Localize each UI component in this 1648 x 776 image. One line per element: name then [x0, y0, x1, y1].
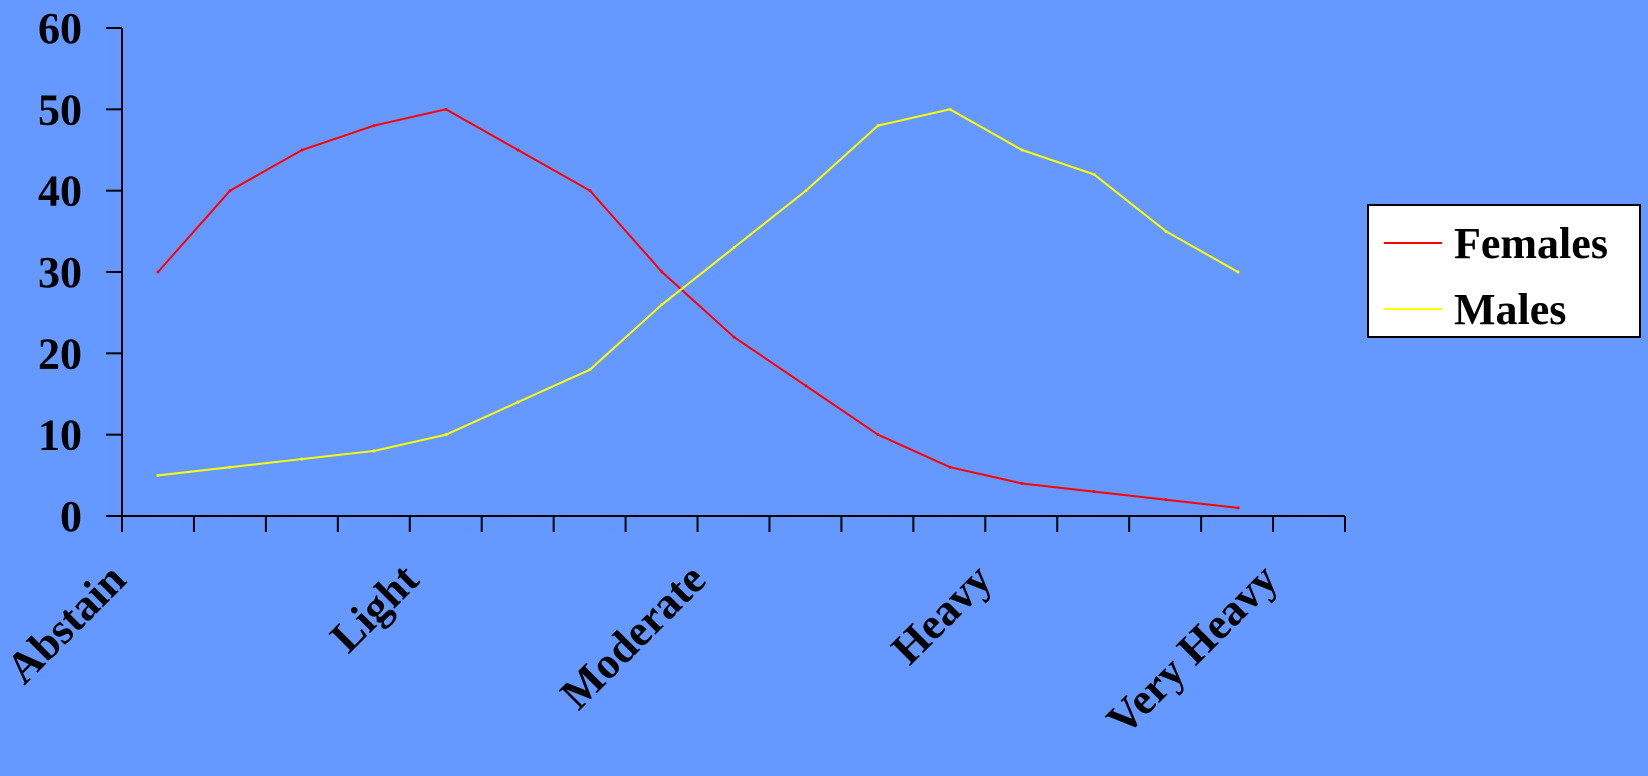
data-point — [1020, 481, 1024, 485]
data-point — [732, 335, 736, 339]
data-point — [1236, 270, 1240, 274]
data-point — [876, 433, 880, 437]
series-line-females — [157, 108, 1239, 509]
data-point — [156, 270, 160, 274]
data-point — [156, 473, 160, 477]
data-point — [1236, 506, 1240, 510]
data-point — [516, 400, 520, 404]
data-point — [444, 433, 448, 437]
data-point — [300, 148, 304, 152]
y-tick-label: 0 — [60, 492, 82, 541]
data-point — [660, 270, 664, 274]
data-point — [948, 465, 952, 469]
legend-box — [1367, 204, 1641, 338]
legend-label-males: Males — [1454, 285, 1566, 334]
data-point — [876, 124, 880, 128]
y-tick-label: 60 — [38, 4, 82, 53]
data-point — [1092, 172, 1096, 176]
data-point — [1164, 229, 1168, 233]
data-point — [372, 124, 376, 128]
y-tick-label: 10 — [38, 411, 82, 460]
series-line-males — [157, 108, 1239, 477]
data-point — [1092, 490, 1096, 494]
data-point — [804, 189, 808, 193]
y-tick-label: 50 — [38, 85, 82, 134]
series-layer — [156, 107, 1240, 510]
data-point — [516, 148, 520, 152]
y-axis-ticks: 0 10 20 30 40 50 60 — [38, 4, 122, 541]
y-tick-label: 30 — [38, 248, 82, 297]
data-point — [948, 107, 952, 111]
data-point — [660, 303, 664, 307]
data-point — [1164, 498, 1168, 502]
data-point — [588, 368, 592, 372]
data-point — [588, 189, 592, 193]
data-point — [732, 246, 736, 250]
data-point — [804, 384, 808, 388]
legend-label-females: Females — [1454, 219, 1608, 268]
y-tick-label: 20 — [38, 329, 82, 378]
data-point — [444, 107, 448, 111]
data-point — [372, 449, 376, 453]
y-tick-label: 40 — [38, 167, 82, 216]
data-point — [1020, 148, 1024, 152]
data-point — [300, 457, 304, 461]
data-point — [228, 465, 232, 469]
data-point — [228, 189, 232, 193]
legend: Females Males — [1367, 204, 1641, 338]
